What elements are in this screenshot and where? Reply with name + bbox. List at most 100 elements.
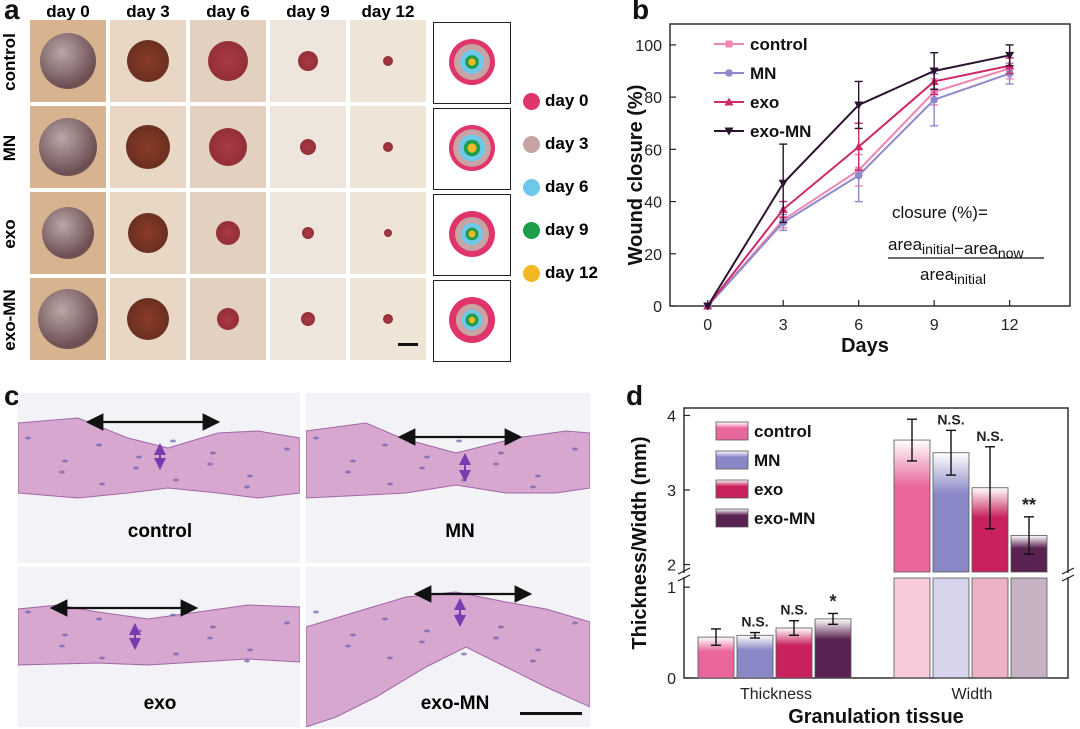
stain-dot (493, 462, 499, 466)
legend-label-exo-MN: exo-MN (754, 509, 815, 528)
stain-dot (387, 482, 393, 486)
panel-d-label: d (626, 380, 644, 411)
wound-photo-exo-MN-0 (30, 278, 106, 360)
day-label-1: day 3 (126, 2, 170, 21)
wound-photo-control-3 (270, 20, 346, 102)
wound-photo-control-4 (350, 20, 426, 102)
point-MN-9 (930, 95, 938, 104)
wound-photo-exo-MN-3 (270, 278, 346, 360)
row-label-exo-MN: exo-MN (0, 289, 19, 351)
wound-spot (127, 40, 169, 82)
legend-label-exo-MN: exo-MN (750, 122, 811, 141)
axis-break-mark (677, 567, 691, 575)
y-axis-label: Wound closure (%) (625, 85, 647, 266)
stain-dot (173, 478, 179, 482)
stain-dot (136, 455, 142, 459)
axis-break-band (682, 573, 1070, 577)
legend-marker-control (725, 40, 733, 48)
stain-dot (313, 436, 319, 440)
x-axis-label: Days (841, 335, 889, 357)
bar-exo-MN-Thickness (814, 618, 852, 679)
histology-label-exo-MN: exo-MN (420, 693, 490, 714)
panel-b-label: b (632, 0, 650, 25)
schematic-ring-4 (468, 316, 476, 324)
bar-lower-exo-Width (971, 577, 1009, 679)
stain-dot (62, 459, 68, 463)
x-tick-label: 6 (854, 317, 863, 334)
axis-break-mark (1061, 567, 1075, 575)
schematic-svg (449, 125, 495, 171)
stain-dot (572, 621, 578, 625)
legend-marker-exo (724, 97, 734, 106)
wound-spot (40, 33, 96, 89)
plot-frame (683, 407, 1069, 679)
legend-label-1: day 3 (545, 134, 589, 153)
stain-dot (173, 652, 179, 656)
point-exo-6 (854, 142, 864, 151)
bar-MN-Thickness (736, 634, 774, 679)
wound-photo-exo-3 (270, 192, 346, 274)
wound-spot (217, 308, 239, 330)
wound-photo-exo-2 (190, 192, 266, 274)
legend-label-control: control (750, 35, 808, 54)
stain-dot (419, 466, 425, 470)
wound-photo-control-2 (190, 20, 266, 102)
photo-scale-bar (398, 343, 418, 346)
y-axis-label: Thickness/Width (mm) (629, 436, 651, 649)
panel-a-label: a (4, 0, 20, 25)
stain-dot (284, 447, 290, 451)
point-MN-6 (854, 171, 863, 180)
wound-photo-control-0 (30, 20, 106, 102)
stain-dot (59, 470, 65, 474)
legend-swatch-exo-MN (715, 508, 749, 528)
wound-photo-control-1 (110, 20, 186, 102)
stain-dot (25, 610, 31, 614)
histology-arrows (49, 413, 533, 650)
stain-dot (345, 470, 351, 474)
category-label-Width: Width (952, 686, 993, 703)
row-label-exo: exo (0, 219, 19, 249)
legend-swatch-MN (715, 450, 749, 470)
histology-label-exo: exo (143, 693, 177, 714)
y-tick-label: 2 (667, 558, 676, 575)
wound-photo-MN-3 (270, 106, 346, 188)
wound-spot (38, 289, 98, 349)
legend-label-2: day 6 (545, 177, 589, 196)
legend-marker-4 (523, 265, 540, 282)
sig-label: ** (1022, 495, 1036, 515)
legend-label-3: day 9 (545, 220, 589, 239)
x-axis-label: Granulation tissue (788, 706, 964, 728)
wound-spot (298, 51, 318, 71)
wound-spot (216, 221, 240, 245)
stain-dot (345, 644, 351, 648)
stain-dot (247, 474, 253, 478)
stain-dot (498, 451, 504, 455)
point-exo-MN-6 (854, 101, 864, 110)
bar-control-Width (893, 439, 931, 573)
y-tick-label: 100 (635, 38, 662, 55)
wound-photo-exo-1 (110, 192, 186, 274)
wound-spot (300, 139, 316, 155)
x-tick-label: 0 (703, 317, 712, 334)
stain-dot (535, 648, 541, 652)
histology-label-MN: MN (445, 521, 475, 542)
histology-label-control: control (127, 521, 193, 542)
wound-photo-exo-MN-4 (350, 278, 426, 360)
row-label-control: control (0, 33, 19, 91)
stain-dot (284, 621, 290, 625)
day-label-4: day 12 (361, 2, 415, 21)
stain-dot (382, 443, 388, 447)
formula-numerator: areainitial−areanow (888, 235, 1024, 261)
legend-label-exo: exo (750, 93, 779, 112)
sig-label: N.S. (741, 614, 768, 630)
stain-dot (25, 436, 31, 440)
schematic-ring-4 (468, 230, 476, 238)
point-exo-MN-3 (778, 179, 788, 188)
legend-marker-0 (523, 93, 540, 110)
stain-dot (210, 451, 216, 455)
sig-label: N.S. (976, 428, 1003, 444)
plot-frame (669, 23, 1071, 307)
schematic-svg (449, 297, 495, 343)
sig-label: N.S. (937, 411, 964, 427)
x-tick-label: 9 (930, 317, 939, 334)
